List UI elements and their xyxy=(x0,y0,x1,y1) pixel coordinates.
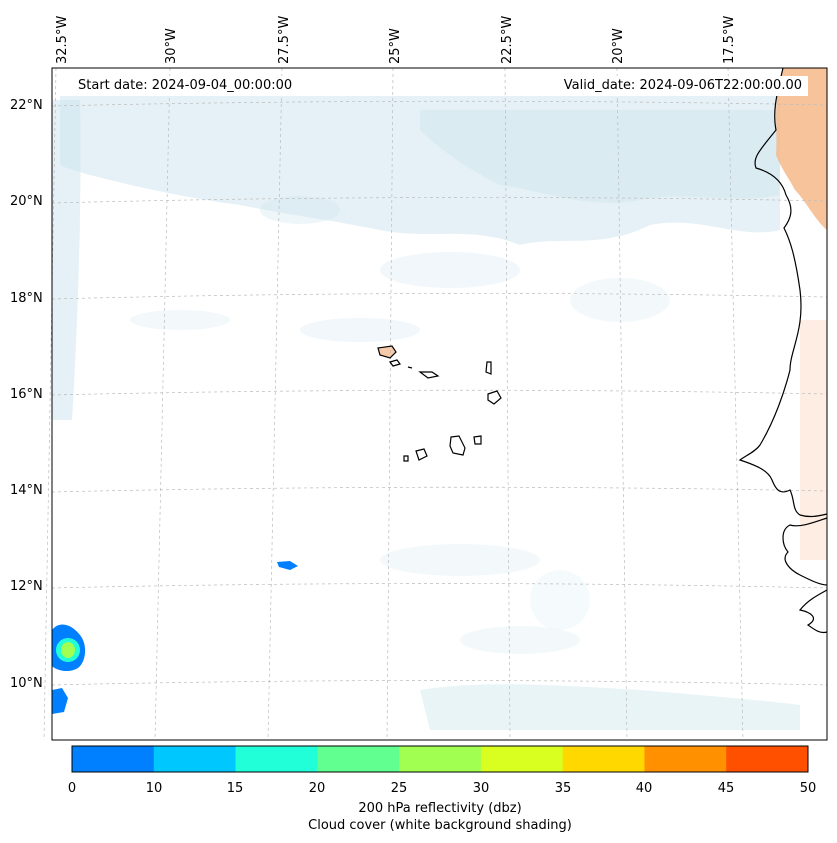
land-warm-shading xyxy=(776,68,827,230)
lon-label-17-5w: 17.5°W xyxy=(722,15,737,64)
reflectivity-layer xyxy=(52,561,298,714)
cloud-patch xyxy=(570,278,670,322)
reflectivity-cell xyxy=(52,688,68,714)
island xyxy=(449,435,466,456)
lat-label-22n: 22°N xyxy=(10,98,43,113)
cloud-band-south xyxy=(420,684,800,730)
gridlines xyxy=(43,67,828,741)
island xyxy=(418,371,440,379)
colorbar-tick: 30 xyxy=(472,781,490,796)
lon-label-22-5w: 22.5°W xyxy=(500,15,515,64)
cape-verde-islands xyxy=(377,345,502,462)
lat-label-12n: 12°N xyxy=(10,579,43,594)
colorbar-segment xyxy=(235,746,318,772)
lon-label-27-5w: 27.5°W xyxy=(277,15,292,64)
lon-label-30w: 30°W xyxy=(164,28,179,64)
colorbar-subtitle: Cloud cover (white background shading) xyxy=(308,818,572,833)
colorbar-tick: 10 xyxy=(145,781,163,796)
lon-label-32-5w: 32.5°W xyxy=(55,15,70,64)
cloud-patch xyxy=(380,252,520,288)
lat-label-16n: 16°N xyxy=(10,387,43,402)
island-shading xyxy=(378,346,396,358)
valid-date-label: Valid_date: 2024-09-06T22:00:00.00 xyxy=(557,76,808,96)
africa-coastline-south xyxy=(782,517,828,634)
colorbar-tick: 40 xyxy=(635,781,653,796)
island xyxy=(415,448,428,461)
island xyxy=(388,359,402,367)
lat-label-14n: 14°N xyxy=(10,483,43,498)
map-frame xyxy=(51,67,828,741)
reflectivity-core-high xyxy=(61,642,75,658)
colorbar-tick: 25 xyxy=(390,781,408,796)
colorbar-segment xyxy=(480,746,564,772)
island xyxy=(487,390,502,405)
island xyxy=(485,361,492,375)
cloud-patch xyxy=(530,570,590,630)
colorbar-segment xyxy=(399,746,482,772)
cloud-band-west xyxy=(52,100,81,420)
cloud-patch xyxy=(130,310,230,330)
colorbar-tick: 20 xyxy=(308,781,326,796)
colorbar-tick: 15 xyxy=(226,781,244,796)
lon-label-20w: 20°W xyxy=(611,28,626,64)
cloud-patch xyxy=(300,318,420,342)
colorbar-tick: 50 xyxy=(799,781,817,796)
colorbar-frame xyxy=(71,745,809,773)
colorbar xyxy=(71,745,809,773)
island xyxy=(407,366,413,369)
colorbar-segment xyxy=(726,746,809,772)
island xyxy=(473,435,482,445)
africa-coastline xyxy=(738,67,828,518)
lat-label-18n: 18°N xyxy=(10,291,43,306)
island xyxy=(403,455,409,462)
island xyxy=(377,345,397,359)
lon-label-25w: 25°W xyxy=(388,28,403,64)
lat-label-20n: 20°N xyxy=(10,194,43,209)
cloud-patch xyxy=(380,544,540,576)
colorbar-tick: 0 xyxy=(67,781,77,796)
colorbar-tick: 45 xyxy=(717,781,735,796)
cloud-band-north-dense xyxy=(420,110,780,203)
start-date-label: Start date: 2024-09-04_00:00:00 xyxy=(72,76,299,96)
reflectivity-cell xyxy=(277,561,298,570)
cloud-patch xyxy=(260,196,340,224)
colorbar-tick: 35 xyxy=(554,781,572,796)
cloud-cover-layer xyxy=(52,96,800,730)
colorbar-segment xyxy=(72,746,155,772)
colorbar-segment xyxy=(562,746,645,772)
colorbar-segment xyxy=(644,746,727,772)
colorbar-title: 200 hPa reflectivity (dbz) xyxy=(358,801,522,816)
cloud-patch xyxy=(460,626,580,654)
lat-label-10n: 10°N xyxy=(10,676,43,691)
land-warm-shading-faint xyxy=(800,320,827,560)
colorbar-segment xyxy=(153,746,237,772)
colorbar-segment xyxy=(317,746,400,772)
